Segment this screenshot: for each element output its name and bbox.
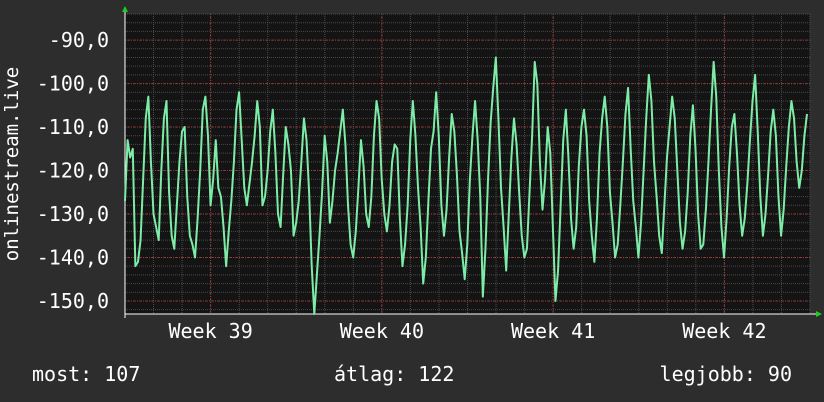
y-axis-tick-labels: -90,0 -100,0 -110,0 -120,0 -130,0 -140,0 -150,… <box>37 28 109 313</box>
major-grid <box>125 14 810 314</box>
y-tick-label: -100,0 <box>37 72 109 96</box>
current-value: most: 107 <box>32 362 141 386</box>
x-tick-label: Week 39 <box>168 319 252 343</box>
y-tick-label: -120,0 <box>37 159 109 183</box>
x-tick-label: Week 42 <box>682 319 766 343</box>
y-axis-label-wrap: onlinestream.live <box>0 14 24 314</box>
y-tick-label: -150,0 <box>37 289 109 313</box>
x-tick-label: Week 40 <box>340 319 424 343</box>
y-axis-arrow <box>122 6 128 12</box>
x-axis-tick-labels: Week 39 Week 40 Week 41 Week 42 <box>168 319 766 343</box>
axes <box>122 6 822 318</box>
best-value: legjobb: 90 <box>659 362 792 386</box>
y-tick-label: -110,0 <box>37 115 109 139</box>
series-line <box>124 56 808 315</box>
average-value: átlag: 122 <box>334 362 455 386</box>
series-layer <box>124 56 808 315</box>
y-axis-label: onlinestream.live <box>1 66 23 262</box>
x-axis-arrow <box>816 311 822 317</box>
y-tick-label: -130,0 <box>37 202 109 226</box>
y-tick-label: -140,0 <box>37 245 109 269</box>
x-tick-label: Week 41 <box>511 319 595 343</box>
y-tick-label: -90,0 <box>49 28 109 52</box>
